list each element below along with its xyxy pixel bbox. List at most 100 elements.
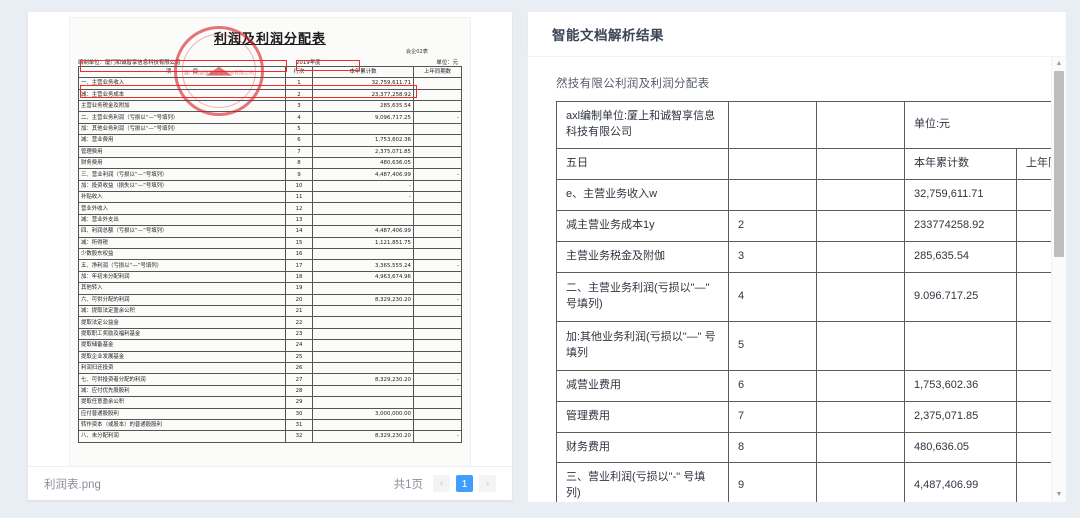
scan-cell-line-no: 32 xyxy=(285,430,313,443)
scan-cell-item: 减：营业外支出 xyxy=(78,213,286,227)
scanned-document-image[interactable]: 厦门和诚智享信息科技有限公司 利润及利润分配表 会企02表 编制单位：厦门和诚智… xyxy=(70,18,470,466)
parse-result-scroll-area[interactable]: 然技有限公利润及利润分配表 axl编制单位:厦上和诚智享信息科技有限公司 单位:… xyxy=(528,57,1052,502)
scan-table-row: 主营业务税金及附加 3 285,635.54 xyxy=(78,99,462,113)
parsed-cell-4 xyxy=(904,320,1017,371)
parsed-cell-5 xyxy=(1016,240,1052,273)
scan-cell-line-no: 9 xyxy=(285,168,313,181)
scrollbar-thumb[interactable] xyxy=(1054,71,1064,257)
scan-cell-item: 提取职工奖励及福利基金 xyxy=(78,327,286,341)
scan-cell-current: 23,377,258.92 xyxy=(312,88,414,101)
parsed-table-row: 减营业费用 6 1,753,602.36 xyxy=(556,369,1052,402)
scan-cell-line-no: 25 xyxy=(285,350,313,363)
scan-cell-current xyxy=(312,327,414,341)
scan-cell-current xyxy=(312,361,414,375)
parsed-cell-4: 9.096.717.25 xyxy=(904,271,1017,322)
parsed-cell-4: 233774258.92 xyxy=(904,209,1017,242)
scan-cell-line-no: 16 xyxy=(285,248,313,261)
parsed-cell-4: 480,636.05 xyxy=(904,431,1017,464)
scan-cell-line-no: 31 xyxy=(285,418,313,432)
scan-table-row: 五、净利润（亏损以“—”号填列） 17 3,365,555.24- xyxy=(78,259,462,272)
scan-cell-current: 8,329,230.20 xyxy=(312,293,414,307)
scan-table-row: 补贴收入 11- xyxy=(78,191,462,204)
scan-cell-previous xyxy=(413,418,462,432)
parsed-result-table: axl编制单位:厦上和诚智享信息科技有限公司 单位:元 五日 本年累计数 上年同… xyxy=(556,101,1052,502)
scan-cell-current: 32,759,611.71 xyxy=(312,77,414,90)
scan-table-row: 其他转入 19 xyxy=(78,282,462,295)
parsed-column-header-row: 五日 本年累计数 上年同期数 xyxy=(556,147,1052,180)
scan-table-row: 提取职工奖励及福利基金 23 xyxy=(78,327,462,341)
scan-form-code: 会企02表 xyxy=(405,49,428,55)
scan-cell-line-no: 30 xyxy=(285,407,313,420)
scan-cell-item: 应付普通股股利 xyxy=(78,407,286,420)
viewer-bottom-bar: 利润表.png 共1页 ‹ 1 › xyxy=(28,466,512,500)
parsed-cell-5 xyxy=(1016,271,1052,322)
scan-cell-item: 提取企业发展基金 xyxy=(78,350,286,363)
parsed-cell-2: 8 xyxy=(728,431,817,464)
scroll-up-arrow-icon[interactable]: ▲ xyxy=(1055,60,1063,67)
scan-cell-line-no: 24 xyxy=(285,339,313,352)
scan-cell-item: 提取储备基金 xyxy=(78,339,286,352)
prev-page-button[interactable]: ‹ xyxy=(433,475,450,492)
scan-cell-current xyxy=(312,350,414,363)
scan-cell-current: 3,000,000.00 xyxy=(312,407,414,420)
scan-table-row: 提取企业发展基金 25 xyxy=(78,350,462,363)
scan-cell-current: 8,329,230.20 xyxy=(312,430,414,443)
parsed-cell-5 xyxy=(1016,400,1052,433)
scan-table-row: 六、可供分配的利润 20 8,329,230.20- xyxy=(78,293,462,307)
scan-cell-current: 4,487,406.99 xyxy=(312,225,414,238)
scan-table-row: 应付普通股股利 30 3,000,000.00 xyxy=(78,407,462,420)
scan-cell-previous xyxy=(413,191,462,204)
document-viewer-panel: 厦门和诚智享信息科技有限公司 利润及利润分配表 会企02表 编制单位：厦门和诚智… xyxy=(28,12,512,500)
scroll-down-arrow-icon[interactable]: ▼ xyxy=(1055,491,1063,498)
scan-table-row: 减：所得税 15 1,121,851.75 xyxy=(78,236,462,250)
scan-th-previous: 上年同期数 xyxy=(413,65,462,79)
parsed-cell-1: 加:其他业务利润(亏损以"—" 号填列 xyxy=(556,320,729,371)
parsed-meta-currency: 单位:元 xyxy=(904,101,1052,149)
parsed-cell-1: 减营业费用 xyxy=(556,369,729,402)
scan-cell-current: 9,096,717.25 xyxy=(312,111,414,124)
parsed-cell-5 xyxy=(1016,462,1052,502)
parsed-cell-2: 3 xyxy=(728,240,817,273)
parsed-table-row: 减主营业务成本1y 2 233774258.92 xyxy=(556,209,1052,242)
scan-cell-current xyxy=(312,316,414,329)
scan-cell-current: 4,487,406.99 xyxy=(312,168,414,181)
scan-cell-item: 提取任意盈余公积 xyxy=(78,396,286,409)
scan-cell-current xyxy=(312,418,414,432)
scan-table-row: 减：营业费用 6 1,753,602.36 xyxy=(78,134,462,147)
scan-cell-line-no: 20 xyxy=(285,293,313,307)
page-number-1-button[interactable]: 1 xyxy=(456,475,473,492)
scan-cell-previous xyxy=(413,407,462,420)
scan-table-row: 利润归还投资 26 xyxy=(78,361,462,375)
scan-prepared-by: 编制单位：厦门和诚智享信息科技有限公司 xyxy=(78,59,181,66)
scan-table-row: 加：投资收益（损失以“—”号填列） 10- xyxy=(78,179,462,193)
scan-cell-current xyxy=(312,202,414,215)
next-page-button[interactable]: › xyxy=(479,475,496,492)
scan-table-row: 加：年初未分配利润 18 4,963,674.96 xyxy=(78,270,462,284)
pagination[interactable]: 共1页 ‹ 1 › xyxy=(394,475,496,492)
scan-cell-previous xyxy=(413,99,462,113)
parsed-cell-5 xyxy=(1016,320,1052,371)
parsed-cell-2: 6 xyxy=(728,369,817,402)
parsed-cell-1: 管理费用 xyxy=(556,400,729,433)
scan-cell-line-no: 17 xyxy=(285,259,313,272)
vertical-scrollbar[interactable]: ▲ ▼ xyxy=(1051,57,1066,502)
scan-table-row: 提取任意盈余公积 29 xyxy=(78,396,462,409)
scan-cell-line-no: 19 xyxy=(285,282,313,295)
scan-cell-item: 转作资本（或股本）的普通股股利 xyxy=(78,418,286,432)
scan-cell-current xyxy=(312,304,414,318)
scan-cell-current: 3,365,555.24 xyxy=(312,259,414,272)
scan-cell-previous: - xyxy=(413,293,462,307)
parsed-cell-5 xyxy=(1016,209,1052,242)
scan-cell-previous: - xyxy=(413,225,462,238)
scan-cell-current: 285,635.54 xyxy=(312,99,414,113)
scan-table-row: 四、利润总额（亏损以“—”号填列） 14 4,487,406.99- xyxy=(78,225,462,238)
scan-cell-previous xyxy=(413,270,462,284)
parsed-table-row: 管理费用 7 2,375,071.85 xyxy=(556,400,1052,433)
scan-cell-previous xyxy=(413,145,462,158)
scan-cell-previous xyxy=(413,361,462,375)
scan-cell-current: 4,963,674.96 xyxy=(312,270,414,284)
scan-table-row: 少数股东权益 16 xyxy=(78,248,462,261)
document-viewer-stage[interactable]: 厦门和诚智享信息科技有限公司 利润及利润分配表 会企02表 编制单位：厦门和诚智… xyxy=(28,12,512,466)
scan-cell-item: 四、利润总额（亏损以“—”号填列） xyxy=(78,225,286,238)
scan-table-row: 减：营业外支出 13 xyxy=(78,213,462,227)
